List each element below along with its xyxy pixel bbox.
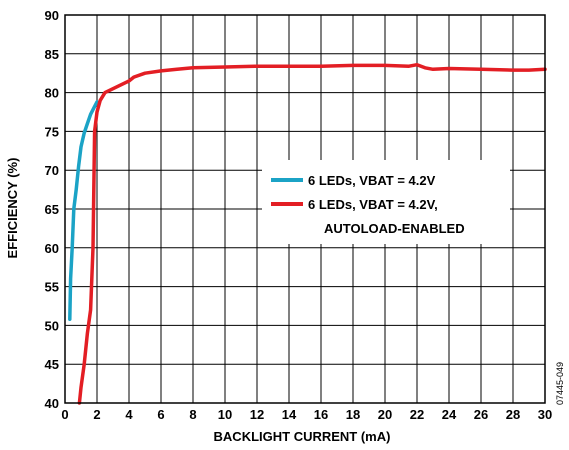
y-tick-label-0: 40 xyxy=(45,396,59,411)
x-axis-title: BACKLIGHT CURRENT (mA) xyxy=(214,429,391,444)
y-tick-label-3: 55 xyxy=(45,280,59,295)
x-tick-label-2: 4 xyxy=(125,407,133,422)
x-tick-label-10: 20 xyxy=(378,407,392,422)
x-tick-label-13: 26 xyxy=(474,407,488,422)
x-tick-label-9: 18 xyxy=(346,407,360,422)
y-tick-label-10: 90 xyxy=(45,8,59,23)
y-tick-label-4: 60 xyxy=(45,241,59,256)
plot-frame xyxy=(64,14,546,404)
x-tick-label-3: 6 xyxy=(157,407,164,422)
y-tick-label-8: 80 xyxy=(45,86,59,101)
x-tick-label-6: 12 xyxy=(250,407,264,422)
x-tick-label-1: 2 xyxy=(93,407,100,422)
legend-label-1: 6 LEDs, VBAT = 4.2V, xyxy=(308,197,438,212)
x-tick-label-4: 8 xyxy=(189,407,196,422)
y-tick-label-1: 45 xyxy=(45,357,59,372)
series-line-1 xyxy=(77,62,547,405)
x-tick-label-14: 28 xyxy=(506,407,520,422)
series-lines xyxy=(68,62,547,405)
legend: 6 LEDs, VBAT = 4.2V 6 LEDs, VBAT = 4.2V,… xyxy=(262,160,510,244)
y-tick-label-6: 70 xyxy=(45,163,59,178)
x-tick-label-0: 0 xyxy=(61,407,68,422)
y-tick-label-9: 85 xyxy=(45,47,59,62)
x-tick-label-11: 22 xyxy=(410,407,424,422)
x-tick-label-5: 10 xyxy=(218,407,232,422)
legend-label-0: 6 LEDs, VBAT = 4.2V xyxy=(308,173,436,188)
x-tick-labels: 0 2 4 6 8 10 12 14 16 18 20 22 24 26 28 30 xyxy=(61,407,552,422)
series-line-0 xyxy=(68,100,99,321)
x-tick-label-8: 16 xyxy=(314,407,328,422)
y-tick-label-5: 65 xyxy=(45,202,59,217)
figure-id: 07445-049 xyxy=(555,362,565,405)
y-axis-title: EFFICIENCY (%) xyxy=(5,158,20,259)
x-tick-label-7: 14 xyxy=(282,407,297,422)
y-tick-labels: 40 45 50 55 60 65 70 75 80 85 90 xyxy=(45,8,59,411)
x-tick-label-12: 24 xyxy=(442,407,457,422)
legend-box xyxy=(262,160,510,244)
y-tick-label-2: 50 xyxy=(45,318,59,333)
x-tick-label-15: 30 xyxy=(538,407,552,422)
legend-label-1-line2: AUTOLOAD-ENABLED xyxy=(324,221,465,236)
y-tick-label-7: 75 xyxy=(45,124,59,139)
